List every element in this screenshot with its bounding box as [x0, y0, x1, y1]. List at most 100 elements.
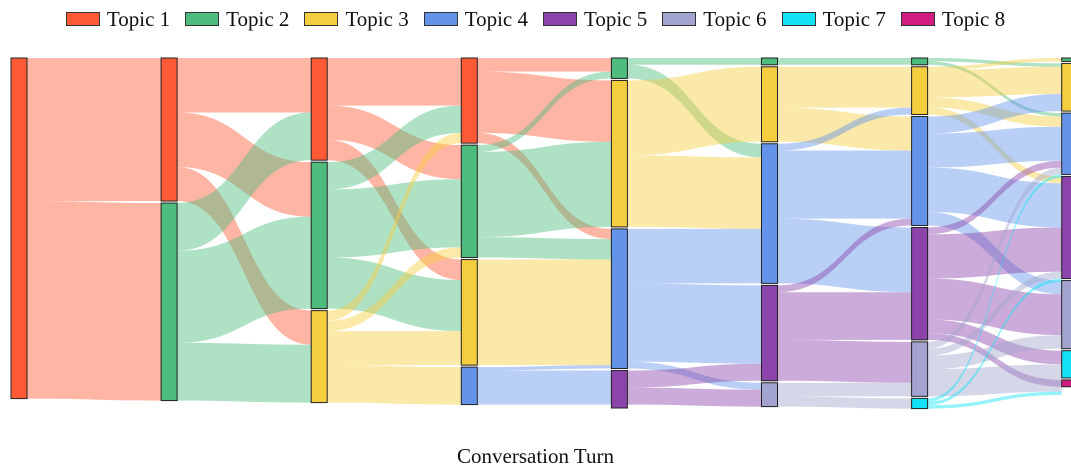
sankey-flow — [927, 333, 1062, 387]
sankey-flow — [177, 166, 312, 345]
sankey-node — [610, 228, 628, 370]
sankey-flow — [927, 278, 1062, 406]
sankey-node — [1061, 379, 1071, 388]
sankey-node — [460, 259, 478, 366]
legend-label: Topic 8 — [941, 6, 1006, 31]
sankey-node — [1061, 175, 1071, 280]
sankey-node — [1061, 350, 1071, 379]
sankey-flow — [927, 107, 1062, 184]
sankey-flow — [327, 105, 462, 180]
sankey-flow — [327, 179, 462, 258]
legend-swatch — [423, 12, 458, 26]
legend-label: Topic 5 — [584, 6, 648, 31]
sankey-flow — [777, 396, 912, 409]
sankey-flow — [777, 58, 912, 65]
sankey-node — [1061, 62, 1071, 112]
sankey-flow — [927, 160, 1062, 235]
sankey-flow — [477, 370, 612, 405]
sankey-node — [1061, 112, 1071, 175]
sankey-flow — [927, 167, 1062, 349]
sankey-node — [610, 370, 628, 409]
legend-label: Topic 2 — [226, 6, 290, 31]
sankey-flow — [777, 292, 912, 340]
sankey-flow — [777, 107, 912, 151]
sankey-node — [761, 57, 778, 66]
sankey-flow — [477, 132, 612, 240]
sankey-flow — [627, 58, 762, 65]
sankey-flow — [327, 365, 462, 405]
sankey-flow — [27, 201, 162, 401]
sankey-flow — [927, 278, 1062, 336]
sankey-flow — [327, 132, 462, 321]
legend-label: Topic 3 — [345, 6, 409, 31]
sankey-node — [761, 284, 778, 382]
sankey-flow — [27, 58, 162, 202]
sankey-flow — [327, 58, 462, 106]
sankey-flow — [927, 126, 1062, 168]
sankey-flow — [777, 382, 912, 397]
sankey-node — [911, 341, 929, 397]
sankey-flow — [477, 141, 612, 238]
sankey-flow — [477, 365, 612, 371]
sankey-links — [27, 58, 1062, 409]
legend-item: Topic 4 — [423, 6, 528, 32]
sankey-flow — [927, 364, 1062, 397]
sankey-node — [911, 66, 929, 115]
sankey-node — [310, 57, 328, 161]
sankey-node — [911, 397, 929, 410]
sankey-node — [610, 57, 628, 79]
sankey-node — [761, 382, 778, 408]
sankey-node — [911, 115, 929, 226]
sankey-flow — [927, 58, 1062, 67]
sankey-flow — [177, 216, 312, 343]
sankey-flow — [177, 112, 312, 217]
sankey-node — [460, 57, 478, 144]
legend-item: Topic 2 — [185, 7, 289, 32]
sankey-flow — [477, 259, 612, 366]
sankey-flow — [627, 387, 762, 407]
legend-swatch — [185, 12, 220, 26]
sankey-flow — [927, 61, 1062, 117]
legend-swatch — [781, 12, 816, 26]
sankey-flow — [927, 167, 1062, 228]
legend-swatch — [304, 12, 339, 26]
sankey-node — [310, 310, 328, 404]
sankey-flow — [177, 112, 312, 251]
sankey-flow — [477, 71, 612, 152]
legend-swatch — [543, 12, 577, 26]
sankey-flow — [627, 228, 762, 284]
sankey-flow — [627, 64, 762, 158]
legend-item: Topic 5 — [543, 7, 647, 32]
sankey-node — [460, 144, 478, 259]
legend-item: Topic 7 — [781, 6, 886, 32]
legend-label: Topic 4 — [464, 6, 528, 31]
legend-swatch — [900, 12, 935, 26]
sankey-flow — [777, 150, 912, 219]
sankey-flow — [627, 66, 762, 156]
sankey-flow — [777, 339, 912, 383]
legend-item: Topic 8 — [900, 6, 1006, 32]
sankey-flow — [477, 58, 612, 72]
sankey-flow — [627, 283, 762, 364]
sankey-flow — [927, 58, 1062, 71]
legend-item: Topic 1 — [65, 6, 171, 32]
sankey-node — [610, 79, 628, 228]
sankey-flow — [777, 218, 912, 293]
legend-item: Topic 3 — [304, 6, 409, 32]
sankey-node — [761, 66, 778, 143]
sankey-node — [160, 57, 178, 202]
sankey-flow — [177, 342, 312, 403]
sankey-flow — [627, 363, 762, 388]
legend-swatch — [662, 12, 697, 26]
legend-label: Topic 7 — [822, 6, 886, 31]
sankey-flow — [927, 227, 1062, 279]
legend-label: Topic 1 — [106, 6, 171, 31]
sankey-flow — [777, 218, 912, 293]
sankey-flow — [327, 139, 462, 280]
sankey-node — [460, 366, 478, 406]
sankey-flow — [327, 331, 462, 366]
sankey-flow — [327, 105, 462, 190]
sankey-flow — [627, 361, 762, 390]
sankey-nodes — [10, 57, 1071, 410]
